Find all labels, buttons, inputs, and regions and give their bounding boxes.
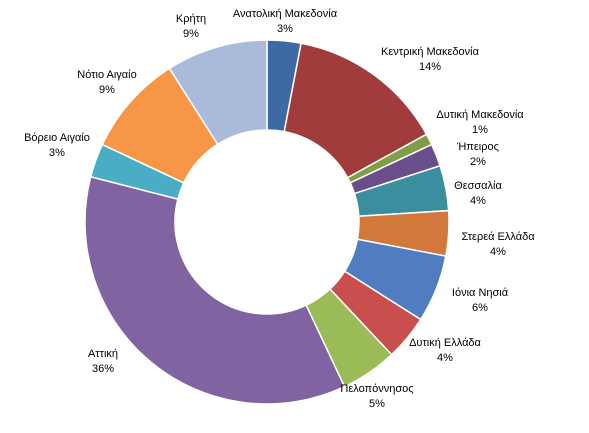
slice-value-11: 9% (99, 84, 115, 96)
slice-value-8: 5% (369, 398, 385, 410)
slice-label-6: Ιόνια Νησιά (452, 287, 509, 299)
slice-label-9: Αττική (88, 348, 118, 360)
slice-value-3: 2% (470, 156, 486, 168)
slice-label-11: Νότιο Αιγαίο (77, 69, 136, 81)
slice-label-2: Δυτική Μακεδονία (436, 109, 524, 121)
slice-label-8: Πελοπόννησος (340, 383, 413, 395)
slice-label-1: Κεντρική Μακεδονία (381, 46, 480, 58)
slice-value-2: 1% (472, 124, 488, 136)
slice-label-3: Ήπειρος (456, 141, 499, 153)
slice-value-4: 4% (470, 195, 486, 207)
slice-value-12: 9% (183, 28, 199, 40)
slice-label-10: Βόρειο Αιγαίο (24, 132, 90, 144)
slice-value-1: 14% (419, 61, 441, 73)
slice-value-0: 3% (277, 23, 293, 35)
slice-9 (84, 175, 346, 405)
slice-label-0: Ανατολική Μακεδονία (233, 8, 338, 20)
slice-value-6: 6% (472, 302, 488, 314)
slice-value-9: 36% (92, 363, 114, 375)
slice-value-10: 3% (49, 147, 65, 159)
slice-labels: Ανατολική Μακεδονία 3% Κεντρική Μακεδονία 1… (24, 8, 535, 410)
slice-label-12: Κρήτη (176, 13, 206, 25)
slice-label-4: Θεσσαλία (454, 180, 502, 192)
slice-value-7: 4% (437, 352, 453, 364)
slice-label-5: Στερεά Ελλάδα (461, 231, 535, 243)
slice-value-5: 4% (490, 246, 506, 258)
slice-label-7: Δυτική Ελλάδα (409, 337, 481, 349)
donut-slices (84, 39, 450, 405)
slice-12 (168, 39, 268, 146)
